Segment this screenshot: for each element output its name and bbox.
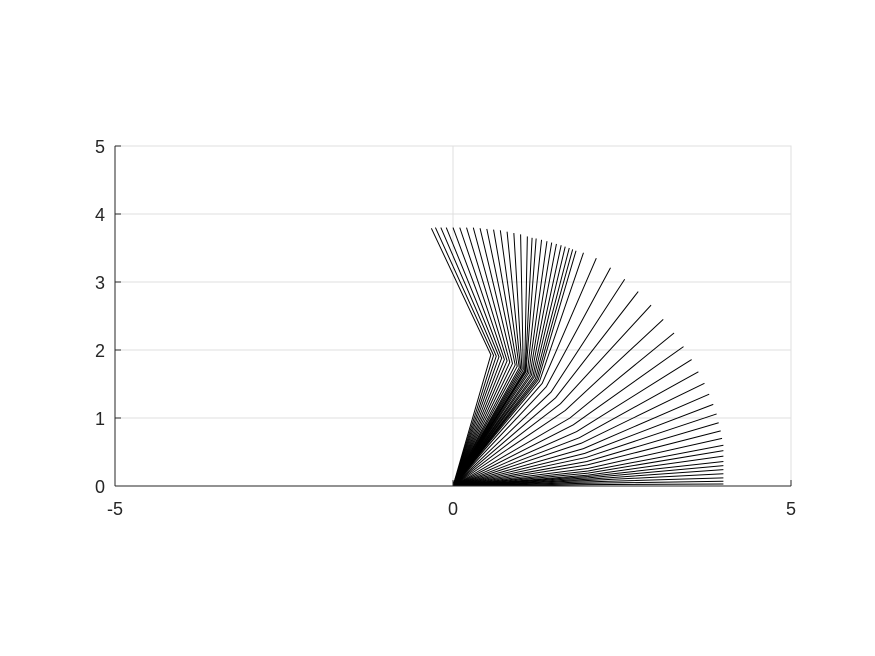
arm-configuration-line-36 <box>452 241 548 487</box>
arm-configuration-line-53 <box>440 227 497 487</box>
arm-configuration-line-33 <box>452 245 562 487</box>
x-tick-label: -5 <box>107 499 123 519</box>
arm-configuration-line-37 <box>452 239 543 487</box>
arm-configuration-line-8 <box>452 455 724 487</box>
arm-configuration-line-43 <box>452 231 522 487</box>
arm-configuration-line-52 <box>445 227 500 487</box>
y-tick-label: 2 <box>95 341 105 361</box>
arm-configuration-line-50 <box>452 227 505 487</box>
x-tick-label: 0 <box>448 499 458 519</box>
arm-configuration-line-28 <box>452 252 584 487</box>
y-tick-label: 5 <box>95 137 105 157</box>
arm-configuration-line-26 <box>452 267 611 487</box>
arm-configuration-line-15 <box>452 403 714 487</box>
arm-configuration-line-45 <box>452 229 518 487</box>
arm-configuration-line-51 <box>452 227 503 487</box>
arm-configuration-line-14 <box>452 413 717 487</box>
arm-configuration-line-24 <box>452 291 639 487</box>
y-tick-label: 0 <box>95 477 105 497</box>
y-tick-label: 4 <box>95 205 105 225</box>
arm-configuration-line-42 <box>452 233 523 487</box>
arm-configuration-line-18 <box>452 371 699 487</box>
arm-configuration-line-46 <box>452 228 516 487</box>
arm-configuration-line-9 <box>452 450 724 487</box>
arm-configuration-line-11 <box>452 437 723 487</box>
x-tick-label: 5 <box>786 499 796 519</box>
arm-configuration-line-48 <box>452 227 511 487</box>
arm-configuration-line-23 <box>452 304 652 487</box>
arm-configuration-line-20 <box>452 346 684 487</box>
arm-configuration-line-41 <box>452 234 524 487</box>
arm-configuration-line-44 <box>452 230 520 487</box>
arm-configuration-line-16 <box>452 393 710 487</box>
arm-configuration-line-34 <box>452 243 557 487</box>
arm-configuration-line-17 <box>452 382 705 487</box>
arm-configuration-line-19 <box>452 359 692 487</box>
arm-configuration-line-27 <box>452 258 597 487</box>
arm-configuration-line-35 <box>452 242 553 487</box>
arm-configuration-line-47 <box>452 228 514 487</box>
arm-configuration-line-22 <box>452 319 664 487</box>
arm-configuration-line-55 <box>430 228 492 487</box>
grid <box>114 145 792 487</box>
arm-configuration-line-49 <box>452 227 508 487</box>
arm-configuration-line-21 <box>452 332 675 487</box>
y-tick-label: 3 <box>95 273 105 293</box>
arm-configuration-line-54 <box>434 227 495 487</box>
arm-configuration-line-10 <box>452 444 724 487</box>
arm-configuration-line-12 <box>452 430 721 487</box>
arm-configuration-line-13 <box>452 422 719 487</box>
arm-configuration-line-40 <box>452 236 528 487</box>
arm-configuration-line-25 <box>452 279 626 487</box>
arm-configuration-line-31 <box>452 247 570 487</box>
axes <box>114 145 792 487</box>
series-group <box>430 227 724 487</box>
y-tick-label: 1 <box>95 409 105 429</box>
